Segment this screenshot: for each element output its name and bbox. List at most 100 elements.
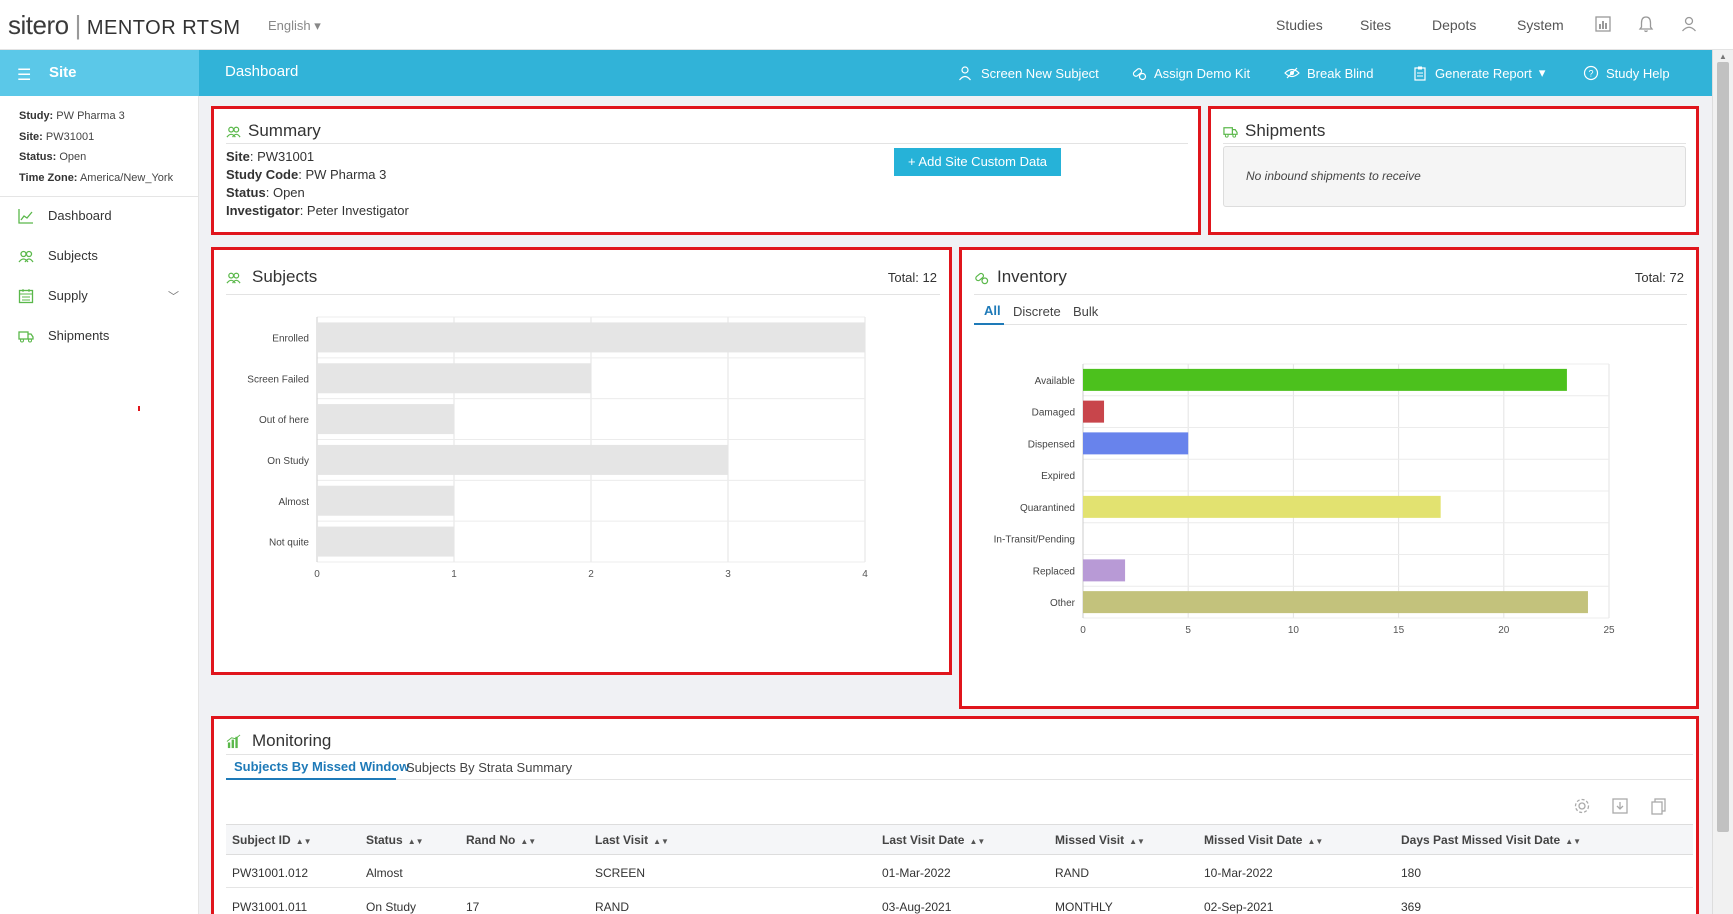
bar[interactable] — [317, 485, 454, 516]
reports-icon[interactable] — [1593, 14, 1613, 34]
y-tick-label: Damaged — [1032, 408, 1075, 419]
chevron-down-icon[interactable]: ﹀ — [168, 291, 179, 303]
app-logo[interactable]: sitero | MENTOR RTSM — [8, 10, 241, 40]
cell-last-visit: RAND — [595, 900, 630, 914]
summary-investigator: Investigator: Peter Investigator — [226, 203, 409, 218]
col-subject-id[interactable]: Subject ID ▲▼ — [232, 833, 312, 847]
cell-last-visit-date: 01-Mar-2022 — [882, 866, 951, 880]
col-missed-visit-date[interactable]: Missed Visit Date ▲▼ — [1204, 833, 1324, 847]
bar[interactable] — [317, 322, 865, 353]
x-tick-label: 25 — [1603, 625, 1615, 636]
sort-icon: ▲▼ — [1307, 837, 1324, 846]
sort-icon: ▲▼ — [407, 837, 424, 846]
bar[interactable] — [1083, 368, 1567, 391]
screen-new-subject-button[interactable]: Screen New Subject — [958, 65, 1099, 81]
scroll-up-icon[interactable]: ▲ — [1719, 52, 1727, 61]
sidebar-title: Site — [49, 64, 77, 81]
x-tick-label: 2 — [588, 569, 594, 580]
bar[interactable] — [1083, 495, 1441, 518]
cell-subject-id[interactable]: PW31001.011 — [232, 900, 308, 914]
sidebar: Study: PW Pharma 3 Site: PW31001 Status:… — [0, 96, 199, 914]
nav-system[interactable]: System — [1517, 17, 1564, 33]
cell-last-visit: SCREEN — [595, 866, 646, 880]
y-tick-label: In-Transit/Pending — [994, 535, 1075, 546]
summary-panel: Summary Site: PW31001 Study Code: PW Pha… — [211, 106, 1201, 235]
tab-all[interactable]: All — [984, 303, 1001, 318]
x-tick-label: 0 — [314, 569, 320, 580]
bar[interactable] — [317, 444, 728, 475]
y-tick-label: Enrolled — [272, 333, 309, 344]
download-icon[interactable] — [1611, 797, 1629, 815]
inventory-total: Total: 72 — [1634, 270, 1684, 285]
y-tick-label: Quarantined — [1020, 503, 1075, 514]
menu-icon[interactable]: ☰ — [17, 67, 32, 84]
col-status[interactable]: Status ▲▼ — [366, 833, 424, 847]
bar[interactable] — [1083, 559, 1126, 582]
sidebar-item-subjects[interactable]: Subjects — [0, 238, 199, 274]
col-rand-no[interactable]: Rand No ▲▼ — [466, 833, 537, 847]
assign-demo-kit-button[interactable]: Assign Demo Kit — [1131, 65, 1250, 81]
user-add-icon — [959, 66, 971, 81]
x-tick-label: 3 — [725, 569, 731, 580]
bar[interactable] — [1083, 591, 1588, 614]
col-days-past[interactable]: Days Past Missed Visit Date ▲▼ — [1401, 833, 1582, 847]
page-title: Dashboard — [225, 63, 299, 80]
bar[interactable] — [317, 526, 454, 557]
sort-icon: ▲▼ — [295, 837, 312, 846]
scrollbar-thumb[interactable] — [1717, 62, 1729, 832]
tab-discrete[interactable]: Discrete — [1013, 304, 1061, 319]
y-tick-label: Replaced — [1033, 566, 1075, 577]
shipments-title: Shipments — [1245, 121, 1326, 140]
y-tick-label: Dispensed — [1028, 439, 1075, 450]
inventory-panel: Inventory Total: 72 All Discrete Bulk 0 5… — [959, 247, 1699, 709]
sidebar-item-shipments[interactable]: Shipments — [0, 318, 199, 354]
cell-missed-visit-date: 02-Sep-2021 — [1204, 900, 1274, 914]
break-blind-button[interactable]: Break Blind — [1284, 65, 1373, 81]
shipments-panel: Shipments No inbound shipments to receiv… — [1208, 106, 1699, 235]
col-last-visit[interactable]: Last Visit ▲▼ — [595, 833, 669, 847]
monitoring-title: Monitoring — [252, 731, 332, 750]
y-tick-label: Out of here — [259, 415, 309, 426]
shipments-empty-text: No inbound shipments to receive — [1246, 169, 1421, 183]
subjects-total: Total: 12 — [887, 270, 937, 285]
nav-sites[interactable]: Sites — [1360, 17, 1392, 33]
col-missed-visit[interactable]: Missed Visit ▲▼ — [1055, 833, 1145, 847]
col-last-visit-date[interactable]: Last Visit Date ▲▼ — [882, 833, 986, 847]
add-site-custom-data-button[interactable]: + Add Site Custom Data — [894, 148, 1061, 176]
summary-title: Summary — [248, 121, 321, 140]
bar[interactable] — [317, 363, 591, 394]
pills-icon — [975, 272, 989, 285]
user-icon[interactable] — [1679, 14, 1699, 34]
bar[interactable] — [1083, 432, 1189, 455]
cell-missed-visit: MONTHLY — [1055, 900, 1113, 914]
x-tick-label: 15 — [1393, 625, 1405, 636]
bell-icon[interactable] — [1636, 14, 1656, 34]
generate-report-button[interactable]: Generate Report ▾ — [1412, 65, 1545, 81]
summary-site: Site: PW31001 — [226, 149, 315, 164]
sidebar-item-supply[interactable]: Supply ﹀ — [0, 278, 199, 314]
copy-icon[interactable] — [1650, 797, 1668, 815]
sidebar-item-dashboard[interactable]: Dashboard — [0, 198, 199, 234]
settings-icon[interactable] — [1573, 797, 1591, 815]
bar[interactable] — [1083, 400, 1105, 423]
nav-studies[interactable]: Studies — [1276, 17, 1323, 33]
cell-status: On Study — [366, 900, 417, 914]
bar[interactable] — [317, 404, 454, 435]
tab-bulk[interactable]: Bulk — [1073, 304, 1099, 319]
cell-subject-id[interactable]: PW31001.012 — [232, 866, 309, 880]
users-icon — [226, 126, 241, 138]
help-icon: ? — [1583, 65, 1599, 81]
cell-days-past: 180 — [1401, 866, 1422, 880]
cell-days-past: 369 — [1401, 900, 1422, 914]
users-icon — [18, 250, 34, 263]
truck-icon — [18, 331, 34, 343]
scrollbar[interactable]: ▲ — [1712, 50, 1733, 914]
nav-depots[interactable]: Depots — [1432, 17, 1477, 33]
tab-subjects-by-missed-window[interactable]: Subjects By Missed Window — [234, 759, 410, 774]
language-select[interactable]: English ▾ — [268, 18, 321, 33]
study-help-button[interactable]: ? Study Help — [1583, 65, 1670, 81]
tab-subjects-by-strata-summary[interactable]: Subjects By Strata Summary — [406, 760, 573, 775]
calendar-icon — [18, 289, 34, 304]
sort-icon: ▲▼ — [1129, 837, 1145, 846]
cell-last-visit-date: 03-Aug-2021 — [882, 900, 952, 914]
